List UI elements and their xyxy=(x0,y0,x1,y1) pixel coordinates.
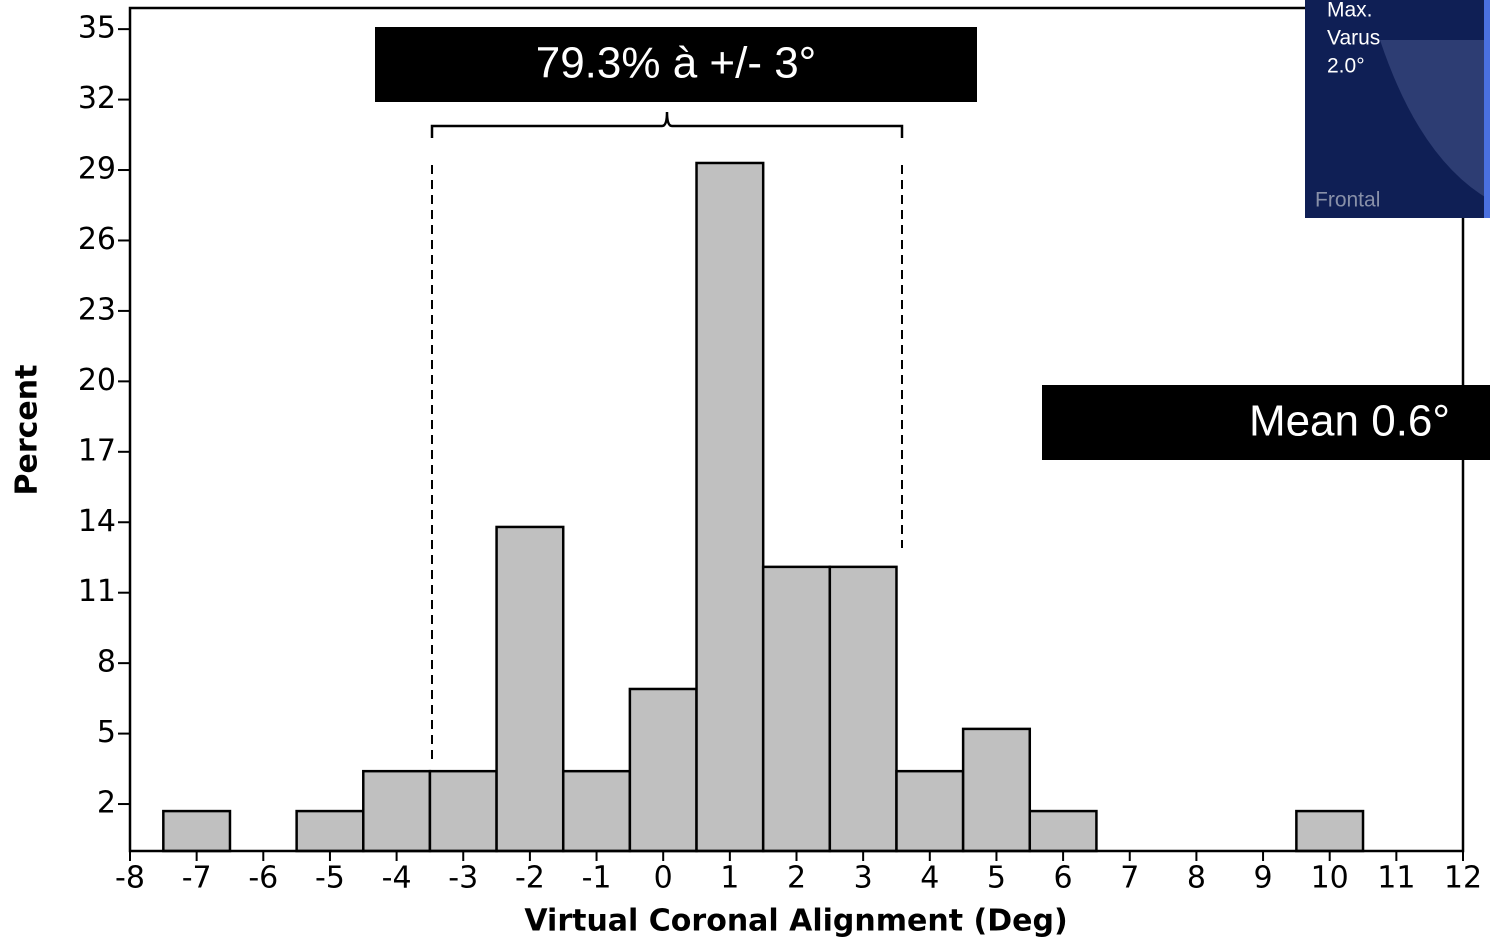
y-tick-label: 20 xyxy=(78,363,116,398)
bar xyxy=(163,811,230,851)
annotation: 79.3% à +/- 3° xyxy=(536,39,817,88)
x-tick-label: 0 xyxy=(654,861,673,896)
bar xyxy=(896,771,963,851)
bar xyxy=(430,771,497,851)
x-tick-label: -4 xyxy=(382,861,412,896)
y-tick-label: 26 xyxy=(78,222,116,257)
x-tick-label: 2 xyxy=(787,861,806,896)
x-tick-label: -5 xyxy=(315,861,345,896)
x-tick-label: -2 xyxy=(515,861,545,896)
y-tick-label: 8 xyxy=(97,645,116,680)
inset-edge xyxy=(1484,0,1490,218)
bar xyxy=(563,771,630,851)
bar xyxy=(630,689,697,851)
x-tick-label: -8 xyxy=(115,861,145,896)
bar xyxy=(763,567,830,851)
y-axis-label: Percent xyxy=(10,365,45,496)
y-tick-label: 17 xyxy=(78,433,116,468)
x-tick-label: 9 xyxy=(1254,861,1273,896)
y-tick-label: 32 xyxy=(78,81,116,116)
bar xyxy=(963,729,1030,851)
bar xyxy=(1296,811,1363,851)
x-tick-label: -1 xyxy=(582,861,612,896)
x-tick-label: 6 xyxy=(1054,861,1073,896)
inset-text: 2.0° xyxy=(1327,55,1365,78)
y-tick-label: 11 xyxy=(78,574,116,609)
y-tick-label: 35 xyxy=(78,11,116,46)
annotation: Mean 0.6° xyxy=(1249,397,1450,446)
x-tick-label: 11 xyxy=(1377,861,1415,896)
x-tick-label: 12 xyxy=(1444,861,1482,896)
bar xyxy=(697,163,764,851)
bar xyxy=(830,567,897,851)
x-tick-label: -3 xyxy=(448,861,478,896)
x-tick-label: 1 xyxy=(720,861,739,896)
x-axis-label: Virtual Coronal Alignment (Deg) xyxy=(524,904,1067,939)
x-tick-label: -6 xyxy=(248,861,278,896)
x-tick-label: -7 xyxy=(182,861,212,896)
x-tick-label: 3 xyxy=(854,861,873,896)
x-tick-label: 5 xyxy=(987,861,1006,896)
chart: 258111417202326293235-8-7-6-5-4-3-2-1012… xyxy=(0,0,1490,944)
inset-text: Frontal xyxy=(1315,189,1380,212)
x-tick-label: 7 xyxy=(1120,861,1139,896)
brace xyxy=(432,112,902,138)
bar xyxy=(297,811,364,851)
x-tick-label: 4 xyxy=(920,861,939,896)
bar xyxy=(1030,811,1097,851)
x-tick-label: 8 xyxy=(1187,861,1206,896)
inset: Max. Varus 2.0° Frontal xyxy=(1305,0,1490,218)
x-tick-label: 10 xyxy=(1311,861,1349,896)
inset-text: Max. xyxy=(1327,0,1373,22)
inset-text: Varus xyxy=(1327,27,1380,50)
y-tick-label: 29 xyxy=(78,152,116,187)
bar xyxy=(497,527,564,851)
y-tick-label: 5 xyxy=(97,715,116,750)
bar xyxy=(363,771,430,851)
y-tick-label: 2 xyxy=(97,786,116,821)
y-tick-label: 14 xyxy=(78,504,116,539)
y-tick-label: 23 xyxy=(78,292,116,327)
